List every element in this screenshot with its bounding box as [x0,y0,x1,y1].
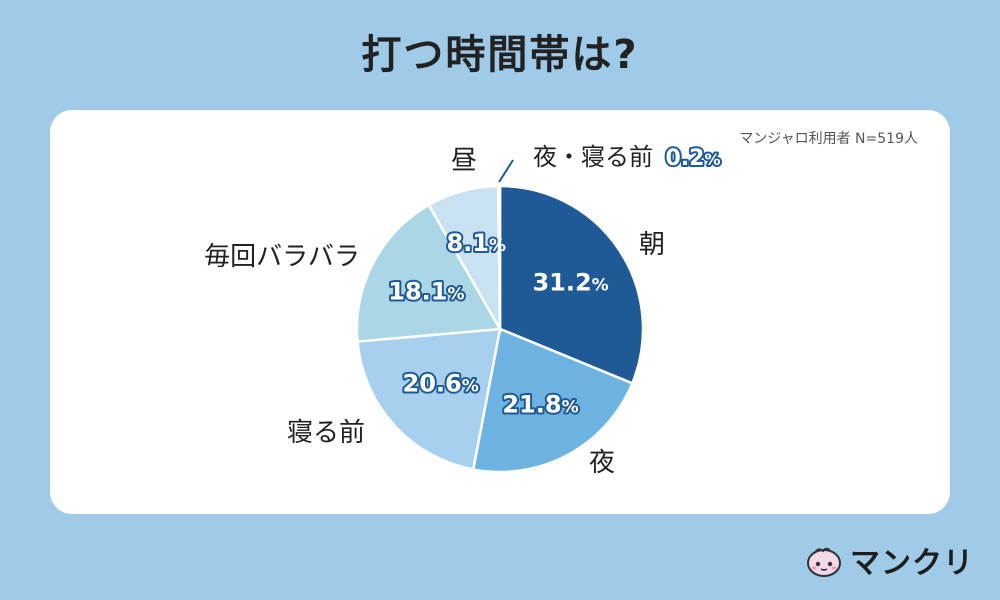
slice-value-label: 8.1% [446,229,506,257]
slice-value-label: 18.1% [388,278,464,306]
page-title: 打つ時間帯は? [361,32,639,78]
slice-category-label: 毎回バラバラ [204,242,360,272]
leader-line [498,159,514,183]
slice-category-label: 朝 [639,230,665,260]
slice-category-label: 昼 [451,146,477,176]
slice-category-label: 夜・寝る前 [533,143,653,171]
slice-value-label: 20.6% [403,370,479,398]
pie-slice [355,203,503,343]
brand-name: マンクリ [850,546,974,581]
slice-value-label: 21.8% [502,391,578,419]
brand: マンクリ [806,538,974,582]
slice-value-label: 31.2% [532,269,608,297]
slice-category-label: 寝る前 [287,418,365,448]
slice-category-label: 夜 [589,448,615,478]
slice-value-label: 0.2% [665,146,720,171]
pie-slice [498,184,645,385]
sample-note: マンジャロ利用者 N=519人 [739,131,918,147]
pie-slice [496,184,502,330]
pie-slice [471,327,634,474]
brand-mascot-icon [807,547,841,577]
pie-slice [356,327,502,471]
